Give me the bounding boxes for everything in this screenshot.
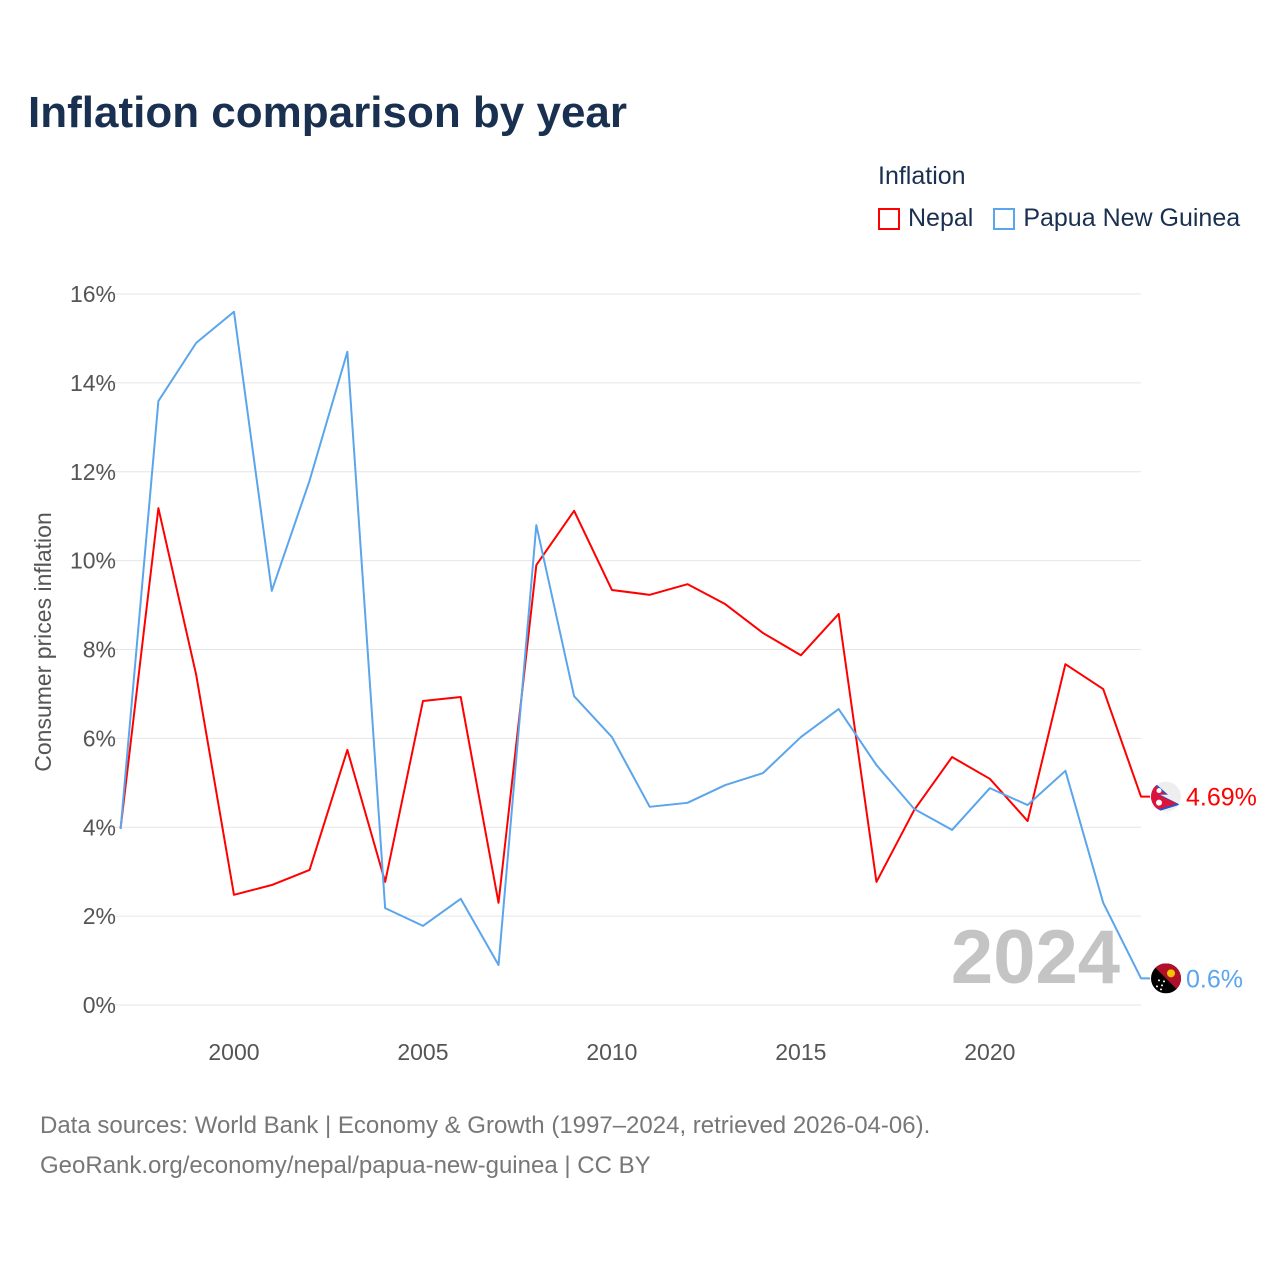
data-point-papua-new-guinea	[722, 782, 728, 788]
data-point-nepal	[344, 747, 350, 753]
data-point-nepal	[609, 587, 615, 593]
legend-label-papua-new-guinea: Papua New Guinea	[1023, 204, 1241, 232]
data-point-papua-new-guinea	[798, 734, 804, 740]
data-point-nepal	[533, 562, 539, 568]
data-point-papua-new-guinea	[118, 826, 124, 832]
year-watermark: 2024	[951, 915, 1120, 1000]
end-label-papua-new-guinea: 0.6%	[1186, 965, 1243, 993]
data-point-papua-new-guinea	[609, 734, 615, 740]
data-point-papua-new-guinea	[193, 340, 199, 346]
chart-title: Inflation comparison by year	[28, 88, 628, 137]
x-tick-label: 2015	[775, 1039, 826, 1065]
data-point-nepal	[571, 508, 577, 514]
data-point-nepal	[1062, 661, 1068, 667]
data-point-papua-new-guinea	[420, 923, 426, 929]
data-point-papua-new-guinea	[307, 478, 313, 484]
legend-swatch-papua-new-guinea	[993, 207, 1016, 230]
data-point-nepal	[798, 652, 804, 658]
x-tick-label: 2010	[586, 1039, 637, 1065]
y-tick-label: 2%	[83, 903, 116, 929]
y-tick-label: 8%	[83, 637, 116, 663]
data-point-papua-new-guinea	[269, 588, 275, 594]
data-point-nepal	[647, 592, 653, 598]
legend-swatch-nepal	[878, 207, 900, 230]
data-point-nepal	[873, 879, 879, 885]
data-point-papua-new-guinea	[949, 827, 955, 833]
source-link[interactable]: GeoRank.org/economy/nepal/papua-new-guin…	[40, 1152, 651, 1179]
source-note: Data sources: World Bank | Economy & Gro…	[40, 1106, 930, 1186]
source-line-1: Data sources: World Bank | Economy & Gro…	[40, 1112, 931, 1139]
data-point-nepal	[155, 505, 161, 511]
data-point-nepal	[307, 867, 313, 873]
data-point-nepal	[193, 672, 199, 678]
data-point-papua-new-guinea	[873, 762, 879, 768]
y-tick-label: 4%	[83, 814, 116, 840]
data-point-papua-new-guinea	[496, 962, 502, 968]
data-point-papua-new-guinea	[231, 309, 237, 315]
data-point-nepal	[458, 694, 464, 700]
legend-item-papua-new-guinea[interactable]: Papua New Guinea	[993, 204, 1240, 233]
end-label-nepal: 4.69%	[1186, 784, 1257, 812]
series-line-papua-new-guinea	[119, 310, 1150, 980]
data-point-papua-new-guinea	[647, 804, 653, 810]
legend-label-nepal: Nepal	[908, 204, 974, 232]
data-point-nepal	[269, 882, 275, 888]
data-point-papua-new-guinea	[836, 706, 842, 712]
y-tick-label: 14%	[70, 370, 116, 396]
data-point-papua-new-guinea	[344, 349, 350, 355]
legend-title: Inflation	[878, 162, 966, 190]
data-point-papua-new-guinea	[1025, 802, 1031, 808]
series-line-nepal	[119, 507, 1150, 904]
x-tick-label: 2000	[208, 1039, 259, 1065]
data-point-nepal	[231, 892, 237, 898]
y-tick-label: 16%	[70, 281, 116, 307]
data-point-nepal	[722, 601, 728, 607]
legend: Nepal Papua New Guinea	[878, 204, 1260, 233]
y-tick-label: 12%	[70, 459, 116, 485]
y-axis-label: Consumer prices inflation	[30, 512, 56, 772]
data-point-papua-new-guinea	[458, 896, 464, 902]
data-point-nepal	[949, 754, 955, 760]
data-point-papua-new-guinea	[571, 693, 577, 699]
flag-papua-new-guinea-icon	[1151, 963, 1181, 994]
data-point-papua-new-guinea	[987, 785, 993, 791]
data-point-nepal	[760, 630, 766, 636]
data-point-nepal	[836, 611, 842, 617]
data-point-nepal	[684, 581, 690, 587]
y-tick-label: 0%	[83, 992, 116, 1018]
data-point-papua-new-guinea	[911, 806, 917, 812]
data-point-papua-new-guinea	[533, 522, 539, 528]
data-point-papua-new-guinea	[1138, 975, 1144, 981]
data-point-papua-new-guinea	[684, 800, 690, 806]
data-point-papua-new-guinea	[1100, 900, 1106, 906]
data-point-papua-new-guinea	[760, 770, 766, 776]
flag-nepal-icon	[1151, 781, 1181, 812]
data-point-nepal	[1138, 794, 1144, 800]
x-tick-label: 2020	[964, 1039, 1015, 1065]
y-tick-label: 10%	[70, 548, 116, 574]
data-point-nepal	[420, 698, 426, 704]
data-point-nepal	[1100, 686, 1106, 692]
y-tick-label: 6%	[83, 725, 116, 751]
data-point-nepal	[496, 900, 502, 906]
x-tick-label: 2005	[397, 1039, 448, 1065]
data-point-papua-new-guinea	[382, 905, 388, 911]
legend-item-nepal[interactable]: Nepal	[878, 204, 973, 233]
data-point-nepal	[987, 776, 993, 782]
data-point-nepal	[1025, 818, 1031, 824]
data-point-papua-new-guinea	[1062, 768, 1068, 774]
data-point-papua-new-guinea	[155, 398, 161, 404]
